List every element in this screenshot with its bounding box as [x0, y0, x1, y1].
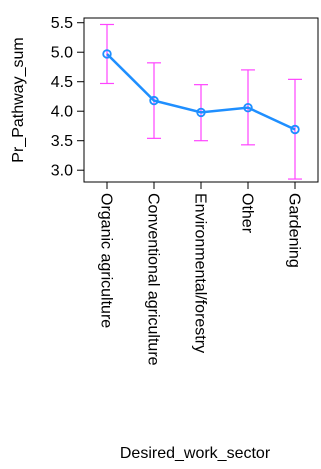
data-point	[196, 107, 206, 118]
x-tick-label: Gardening	[286, 193, 303, 268]
data-point	[102, 49, 112, 59]
y-axis-label: Pr_Pathway_sum	[10, 37, 27, 162]
x-tick-label: Other	[239, 193, 256, 234]
data-point	[243, 102, 253, 113]
x-tick-label: Environmental/forestry	[192, 193, 209, 353]
data-points	[102, 49, 300, 135]
x-axis-label: Desired_work_sector	[120, 445, 271, 462]
series-line	[106, 53, 296, 131]
y-tick-label: 3.0	[51, 163, 73, 180]
x-axis: Organic agriculture Conventional agricult…	[98, 182, 303, 366]
y-tick-label: 5.5	[51, 15, 73, 32]
y-tick-label: 3.5	[51, 133, 73, 150]
x-tick-label: Conventional agriculture	[145, 193, 162, 366]
x-tick-label: Organic agriculture	[98, 193, 115, 328]
y-axis: 3.0 3.5 4.0 4.5 5.0 5.5	[51, 15, 84, 180]
y-tick-label: 4.0	[51, 104, 73, 121]
data-point	[290, 124, 300, 135]
y-tick-label: 4.5	[51, 74, 73, 91]
y-tick-label: 5.0	[51, 45, 73, 62]
data-point	[149, 95, 159, 106]
error-bars	[100, 23, 302, 180]
